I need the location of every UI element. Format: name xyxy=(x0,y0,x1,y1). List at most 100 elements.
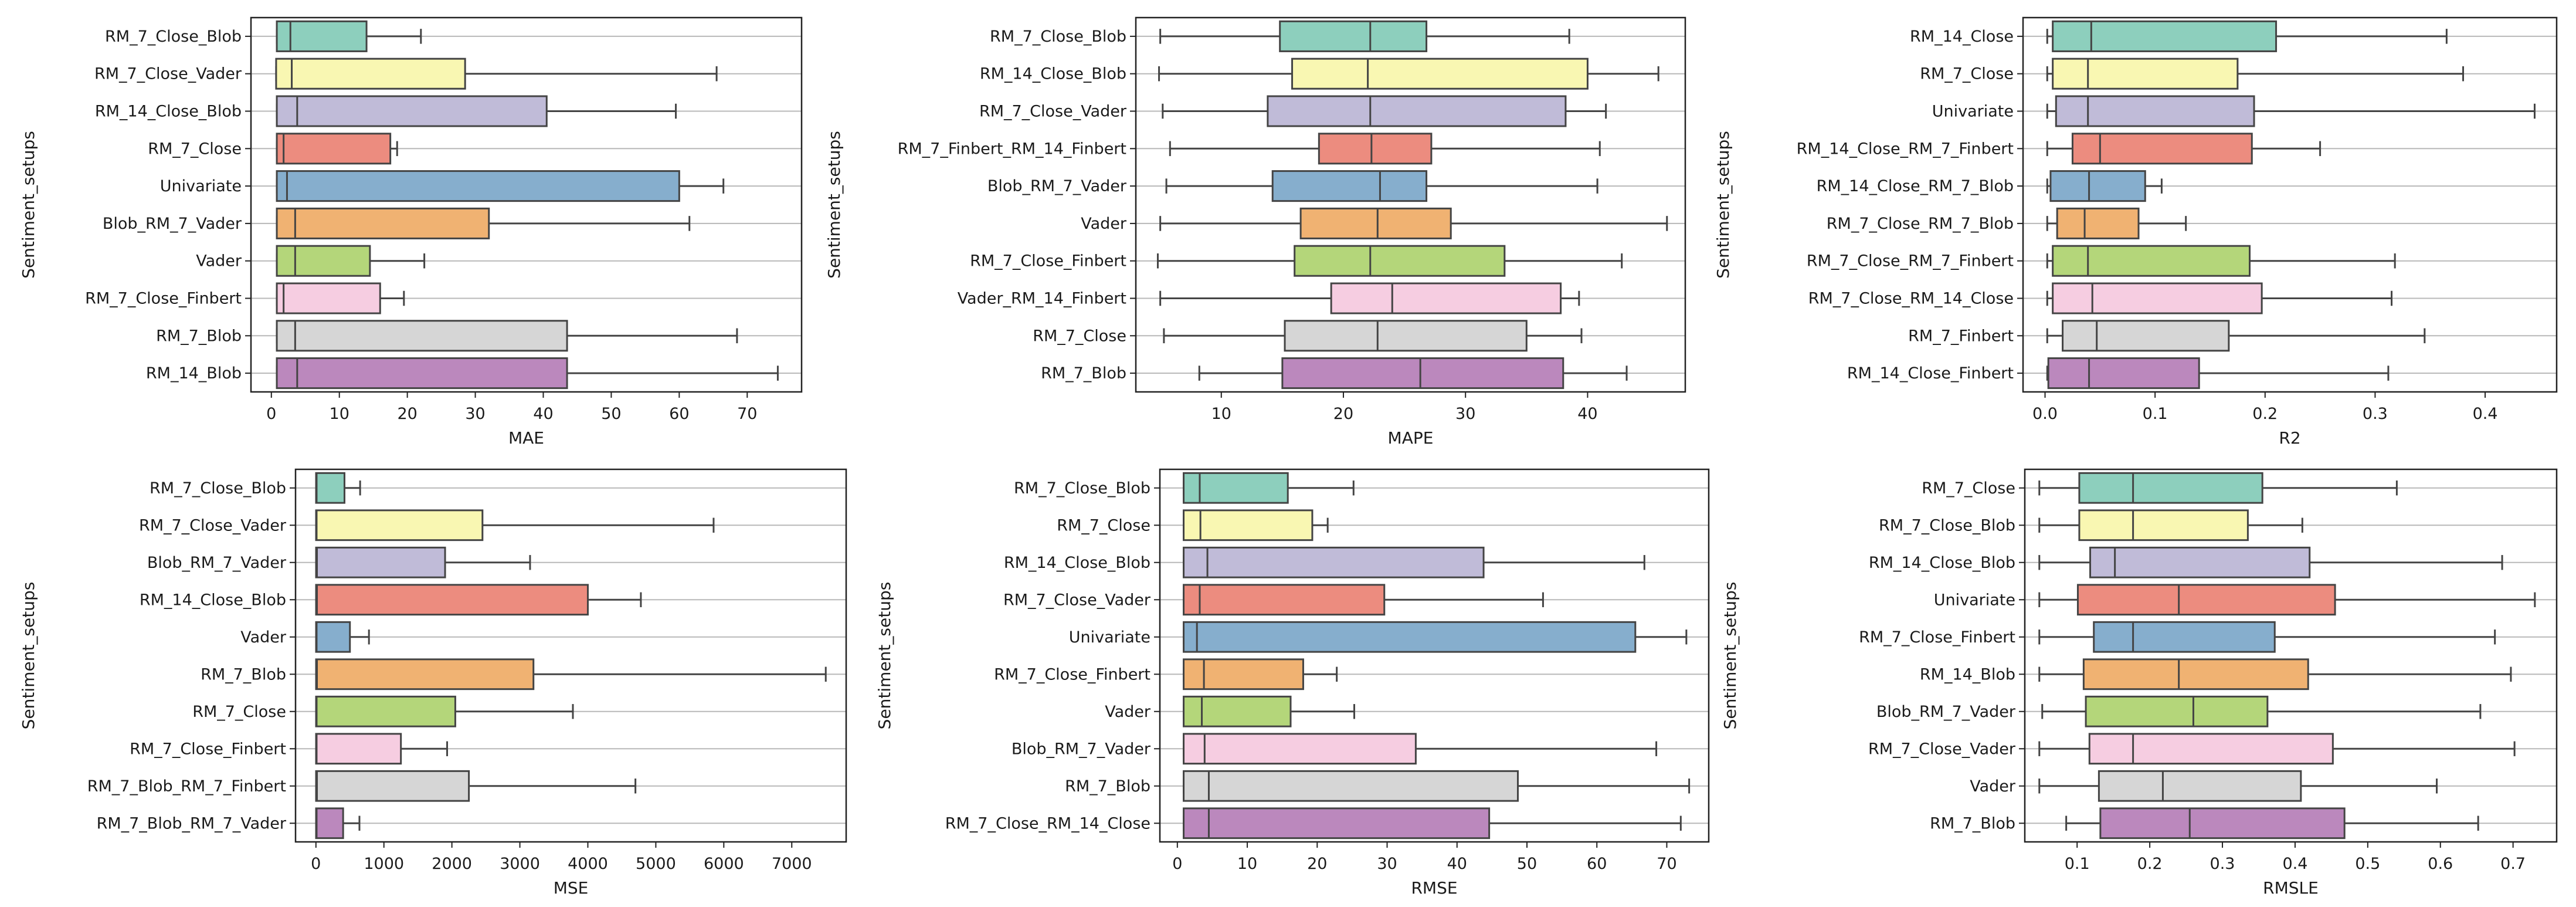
box-body xyxy=(1183,733,1417,765)
box-body xyxy=(1267,95,1567,127)
box-Univariate xyxy=(2046,95,2536,127)
box-body xyxy=(2055,95,2255,127)
x-tick-label: 1000 xyxy=(364,855,404,873)
y-tick-label: RM_7_Close_Blob xyxy=(1879,516,2015,534)
x-tick-label: 50 xyxy=(1517,855,1537,873)
box-body xyxy=(276,207,490,239)
box-RM_7_Close_RM_7_Finbert xyxy=(2046,245,2396,277)
x-tick-label: 0 xyxy=(266,405,276,423)
box-body xyxy=(276,95,548,127)
x-axis-label: MAE xyxy=(508,428,544,448)
box-Blob_RM_7_Vader xyxy=(276,207,691,239)
x-tick-label: 0.2 xyxy=(2252,405,2278,423)
box-Univariate xyxy=(1183,621,1688,653)
box-Vader xyxy=(315,621,370,653)
box-body xyxy=(1183,546,1485,578)
box-body xyxy=(2076,584,2336,616)
x-tick-label: 0.1 xyxy=(2065,855,2090,873)
x-tick-label: 0 xyxy=(1172,855,1182,873)
y-tick-label: RM_7_Blob xyxy=(156,327,242,345)
box-RM_7_Close xyxy=(276,133,398,165)
box-body xyxy=(315,807,344,840)
x-tick-label: 0.5 xyxy=(2355,855,2380,873)
box-body xyxy=(315,584,589,616)
y-tick-label: RM_14_Close_Blob xyxy=(1004,554,1150,572)
y-tick-label: RM_7_Close xyxy=(148,140,242,158)
boxplot-panel-rmsle: RM_7_Close RM_7_Close_Blob RM_14_Close_Blo… xyxy=(1720,468,2558,898)
y-tick-label: Vader xyxy=(1105,703,1151,721)
box-body xyxy=(2052,282,2263,314)
y-tick-label: RM_7_Close_RM_7_Blob xyxy=(1827,215,2014,233)
box-Vader xyxy=(1159,207,1668,239)
box-body xyxy=(2056,207,2140,239)
x-tick-label: 70 xyxy=(737,405,757,423)
box-RM_7_Close_Blob xyxy=(315,472,361,504)
x-tick-label: 0.2 xyxy=(2137,855,2163,873)
box-body xyxy=(1183,584,1386,616)
box-body xyxy=(315,695,456,727)
x-tick-label: 0.0 xyxy=(2032,405,2058,423)
box-RM_7_Close_RM_14_Close xyxy=(2046,282,2393,314)
box-RM_7_Close_Vader xyxy=(2038,733,2516,765)
x-tick-label: 40 xyxy=(1447,855,1467,873)
x-tick-label: 40 xyxy=(533,405,553,423)
y-tick-label: Univariate xyxy=(1932,103,2014,121)
box-body xyxy=(276,320,568,352)
box-body xyxy=(1183,807,1491,840)
box-RM_7_Close_Blob xyxy=(276,20,422,52)
y-tick-label: RM_7_Close_Blob xyxy=(1014,479,1150,498)
plot-frame xyxy=(2024,468,2558,843)
box-RM_7_Blob xyxy=(315,658,827,691)
y-tick-label: RM_7_Close_Finbert xyxy=(994,665,1150,683)
box-RM_14_Close xyxy=(2046,20,2448,52)
box-RM_7_Close_Blob xyxy=(2038,509,2303,542)
y-tick-label: RM_14_Close_Blob xyxy=(980,65,1126,83)
y-tick-label: RM_7_Finbert xyxy=(1908,327,2014,345)
y-tick-label: RM_7_Blob xyxy=(1930,814,2015,832)
box-RM_7_Blob xyxy=(2065,807,2479,840)
box-body xyxy=(315,509,484,542)
x-axis-label: MAPE xyxy=(1388,428,1434,448)
box-body xyxy=(1318,133,1433,165)
x-tick-label: 0.3 xyxy=(2210,855,2235,873)
y-tick-label: RM_7_Close xyxy=(1057,516,1150,534)
box-RM_7_Close_Blob xyxy=(1159,20,1570,52)
box-body xyxy=(1183,509,1314,542)
x-axis-label: RMSE xyxy=(1411,878,1457,898)
box-body xyxy=(276,170,680,202)
x-tick-label: 10 xyxy=(1237,855,1257,873)
x-tick-label: 5000 xyxy=(636,855,676,873)
y-tick-label: RM_7_Close_Blob xyxy=(990,28,1126,46)
box-RM_7_Finbert_RM_14_Finbert xyxy=(1169,133,1601,165)
y-tick-label: Vader xyxy=(240,628,287,647)
box-body xyxy=(1271,170,1428,202)
box-RM_7_Close xyxy=(2046,57,2465,90)
x-axis-label: R2 xyxy=(2279,428,2300,448)
y-tick-label: RM_7_Close_Vader xyxy=(94,65,242,83)
box-body xyxy=(2071,133,2253,165)
y-tick-label: Vader xyxy=(196,252,242,270)
boxplot-panel-mae: RM_7_Close_Blob RM_7_Close_Vader RM_14_Clo… xyxy=(19,16,803,448)
y-tick-label: RM_7_Close_Finbert xyxy=(85,290,242,308)
box-body xyxy=(276,133,392,165)
x-tick-label: 0.4 xyxy=(2473,405,2498,423)
box-RM_7_Blob_RM_7_Finbert xyxy=(315,770,637,802)
x-tick-label: 20 xyxy=(1333,405,1353,423)
y-tick-label: Blob_RM_7_Vader xyxy=(147,554,287,572)
y-axis-label: Sentiment_setups xyxy=(824,131,844,279)
y-tick-label: Blob_RM_7_Vader xyxy=(1012,740,1151,758)
box-Univariate xyxy=(2038,584,2536,616)
x-tick-label: 0.1 xyxy=(2143,405,2168,423)
x-tick-label: 30 xyxy=(1455,405,1475,423)
y-tick-label: RM_14_Blob xyxy=(146,364,242,383)
plot-frame xyxy=(250,16,803,393)
box-RM_7_Close_Finbert xyxy=(1156,245,1623,277)
y-tick-label: RM_7_Close xyxy=(192,703,286,721)
y-tick-label: RM_7_Blob xyxy=(1041,364,1126,383)
box-RM_7_Finbert xyxy=(2046,320,2426,352)
y-axis-label: Sentiment_setups xyxy=(1713,131,1733,279)
box-body xyxy=(276,20,368,52)
box-RM_14_Close_RM_7_Blob xyxy=(2046,170,2163,202)
box-body xyxy=(2062,320,2230,352)
x-tick-label: 10 xyxy=(1211,405,1231,423)
